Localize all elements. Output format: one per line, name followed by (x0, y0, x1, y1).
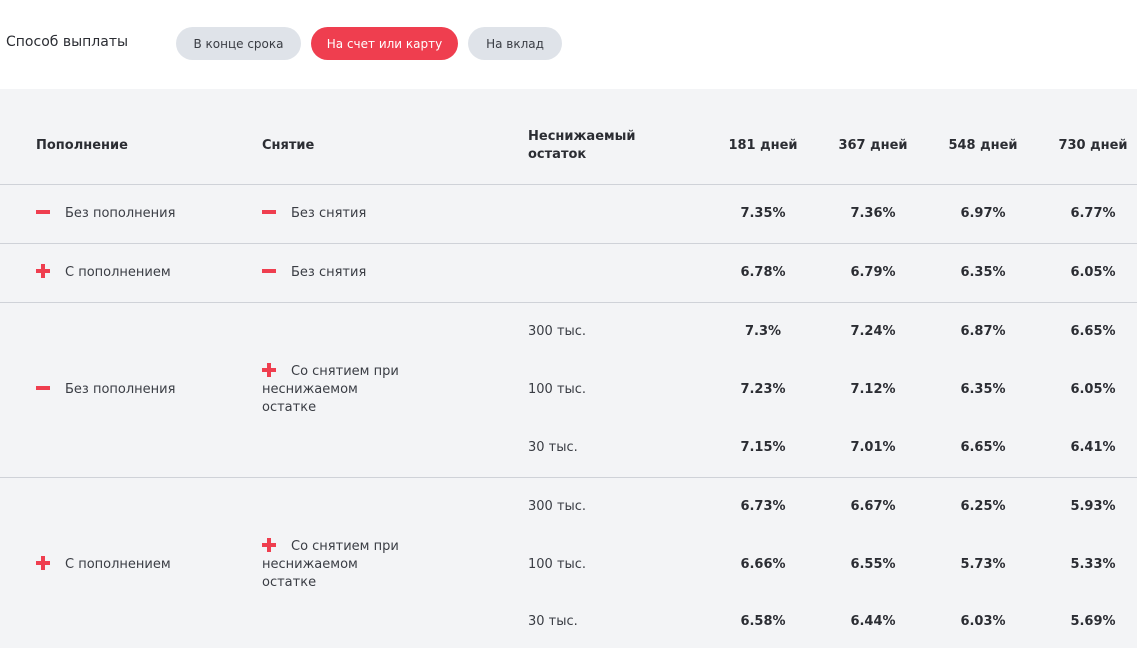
withdraw-label-line3: остатке (262, 400, 317, 415)
withdraw-label-line1: Со снятием при (291, 364, 399, 379)
rate-367: 7.24% (850, 324, 896, 339)
minus-icon (36, 386, 50, 390)
divider (0, 184, 1137, 185)
rate-730: 6.41% (1070, 440, 1116, 455)
rate-548: 5.73% (960, 557, 1006, 572)
rate-548: 6.65% (960, 440, 1006, 455)
rate-181: 6.58% (740, 614, 786, 629)
rate-730: 6.65% (1070, 324, 1116, 339)
plus-icon (36, 556, 50, 570)
rate-181: 6.73% (740, 499, 786, 514)
divider (0, 243, 1137, 244)
header-term-181: 181 дней (728, 138, 798, 153)
rate-548: 6.03% (960, 614, 1006, 629)
rate-548: 6.87% (960, 324, 1006, 339)
min-balance-value: 300 тыс. (528, 324, 587, 339)
plus-icon (262, 538, 276, 552)
payout-option-end-of-term[interactable]: В конце срока (176, 27, 301, 60)
rate-181: 7.23% (740, 382, 786, 397)
topup-label: Без пополнения (65, 206, 176, 221)
minus-icon (36, 210, 50, 214)
header-topup: Пополнение (36, 138, 128, 153)
rate-548: 6.97% (960, 206, 1006, 221)
header-min-balance-line2: остаток (528, 147, 587, 162)
withdraw-label: Без снятия (291, 206, 367, 221)
rate-548: 6.35% (960, 382, 1006, 397)
rate-730: 5.93% (1070, 499, 1116, 514)
rate-367: 7.36% (850, 206, 896, 221)
min-balance-value: 100 тыс. (528, 557, 587, 572)
minus-icon (262, 269, 276, 273)
rate-367: 6.44% (850, 614, 896, 629)
rate-367: 7.01% (850, 440, 896, 455)
header-min-balance-line1: Неснижаемый (528, 129, 636, 144)
payout-method-label: Способ выплаты (6, 34, 129, 50)
rates-table: Пополнение Снятие Неснижаемый остаток 18… (0, 89, 1137, 648)
header-term-367: 367 дней (838, 138, 908, 153)
minus-icon (262, 210, 276, 214)
rate-367: 6.79% (850, 265, 896, 280)
rate-181: 7.3% (744, 324, 782, 339)
rate-730: 6.05% (1070, 382, 1116, 397)
min-balance-value: 30 тыс. (528, 440, 578, 455)
rate-367: 6.67% (850, 499, 896, 514)
payout-option-account-or-card[interactable]: На счет или карту (311, 27, 458, 60)
plus-icon (262, 363, 276, 377)
header-term-548: 548 дней (948, 138, 1018, 153)
rate-548: 6.25% (960, 499, 1006, 514)
min-balance-value: 100 тыс. (528, 382, 587, 397)
plus-icon (36, 264, 50, 278)
header-withdraw: Снятие (262, 138, 315, 153)
topup-label: С пополнением (65, 557, 171, 572)
withdraw-label-line2: неснижаемом (262, 382, 358, 397)
divider (0, 302, 1137, 303)
withdraw-label-line3: остатке (262, 575, 317, 590)
min-balance-value: 30 тыс. (528, 614, 578, 629)
divider (0, 477, 1137, 478)
rate-367: 7.12% (850, 382, 896, 397)
withdraw-label-line2: неснижаемом (262, 557, 358, 572)
rate-367: 6.55% (850, 557, 896, 572)
rate-730: 6.77% (1070, 206, 1116, 221)
header-term-730: 730 дней (1058, 138, 1128, 153)
withdraw-label: Без снятия (291, 265, 367, 280)
payout-method-bar: Способ выплаты В конце срока На счет или… (0, 0, 1137, 89)
rate-181: 7.15% (740, 440, 786, 455)
rate-730: 6.05% (1070, 265, 1116, 280)
topup-label: Без пополнения (65, 382, 176, 397)
topup-label: С пополнением (65, 265, 171, 280)
payout-option-deposit[interactable]: На вклад (468, 27, 562, 60)
rate-730: 5.33% (1070, 557, 1116, 572)
rate-181: 7.35% (740, 206, 786, 221)
min-balance-value: 300 тыс. (528, 499, 587, 514)
rate-548: 6.35% (960, 265, 1006, 280)
rate-181: 6.78% (740, 265, 786, 280)
rate-730: 5.69% (1070, 614, 1116, 629)
rate-181: 6.66% (740, 557, 786, 572)
header-min-balance: Неснижаемый остаток (528, 128, 636, 164)
withdraw-label-line1: Со снятием при (291, 539, 399, 554)
